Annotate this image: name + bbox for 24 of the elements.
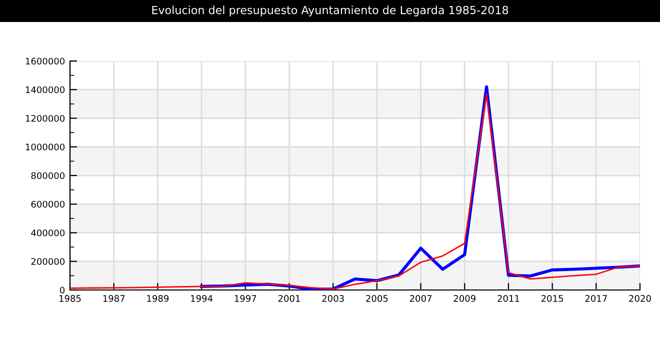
x-tick-label: 1989 <box>147 295 169 302</box>
y-tick-label: 600000 <box>31 200 65 208</box>
x-tick-label: 2005 <box>366 295 388 302</box>
x-tick-label: 1987 <box>103 295 125 302</box>
y-tick-label: 1200000 <box>26 114 65 122</box>
y-tick-label: 1400000 <box>26 86 65 94</box>
y-tick-label: 400000 <box>31 229 65 236</box>
x-tick-label: 2007 <box>410 295 432 302</box>
y-tick-label: 200000 <box>31 258 65 265</box>
y-tick-label: 1600000 <box>26 58 65 65</box>
x-tick-label: 1985 <box>60 295 81 302</box>
x-tick-label: 2009 <box>454 295 476 302</box>
x-tick-label: 2001 <box>278 295 300 302</box>
y-tick-label: 0 <box>60 286 65 294</box>
x-tick-label: 2003 <box>322 295 344 302</box>
x-tick-label: 2020 <box>629 295 651 302</box>
y-tick-label: 1000000 <box>26 144 65 150</box>
x-tick-label: 1994 <box>191 295 213 302</box>
y-tick-label: 800000 <box>31 172 65 180</box>
x-tick-label: 2011 <box>498 295 520 302</box>
chart-title: Evolucion del presupuesto Ayuntamiento de Legarda 1985-2018 <box>152 6 508 16</box>
x-tick-label: 2015 <box>541 295 564 302</box>
x-tick-label: 2017 <box>585 295 607 302</box>
x-tick-label: 1997 <box>234 295 256 302</box>
